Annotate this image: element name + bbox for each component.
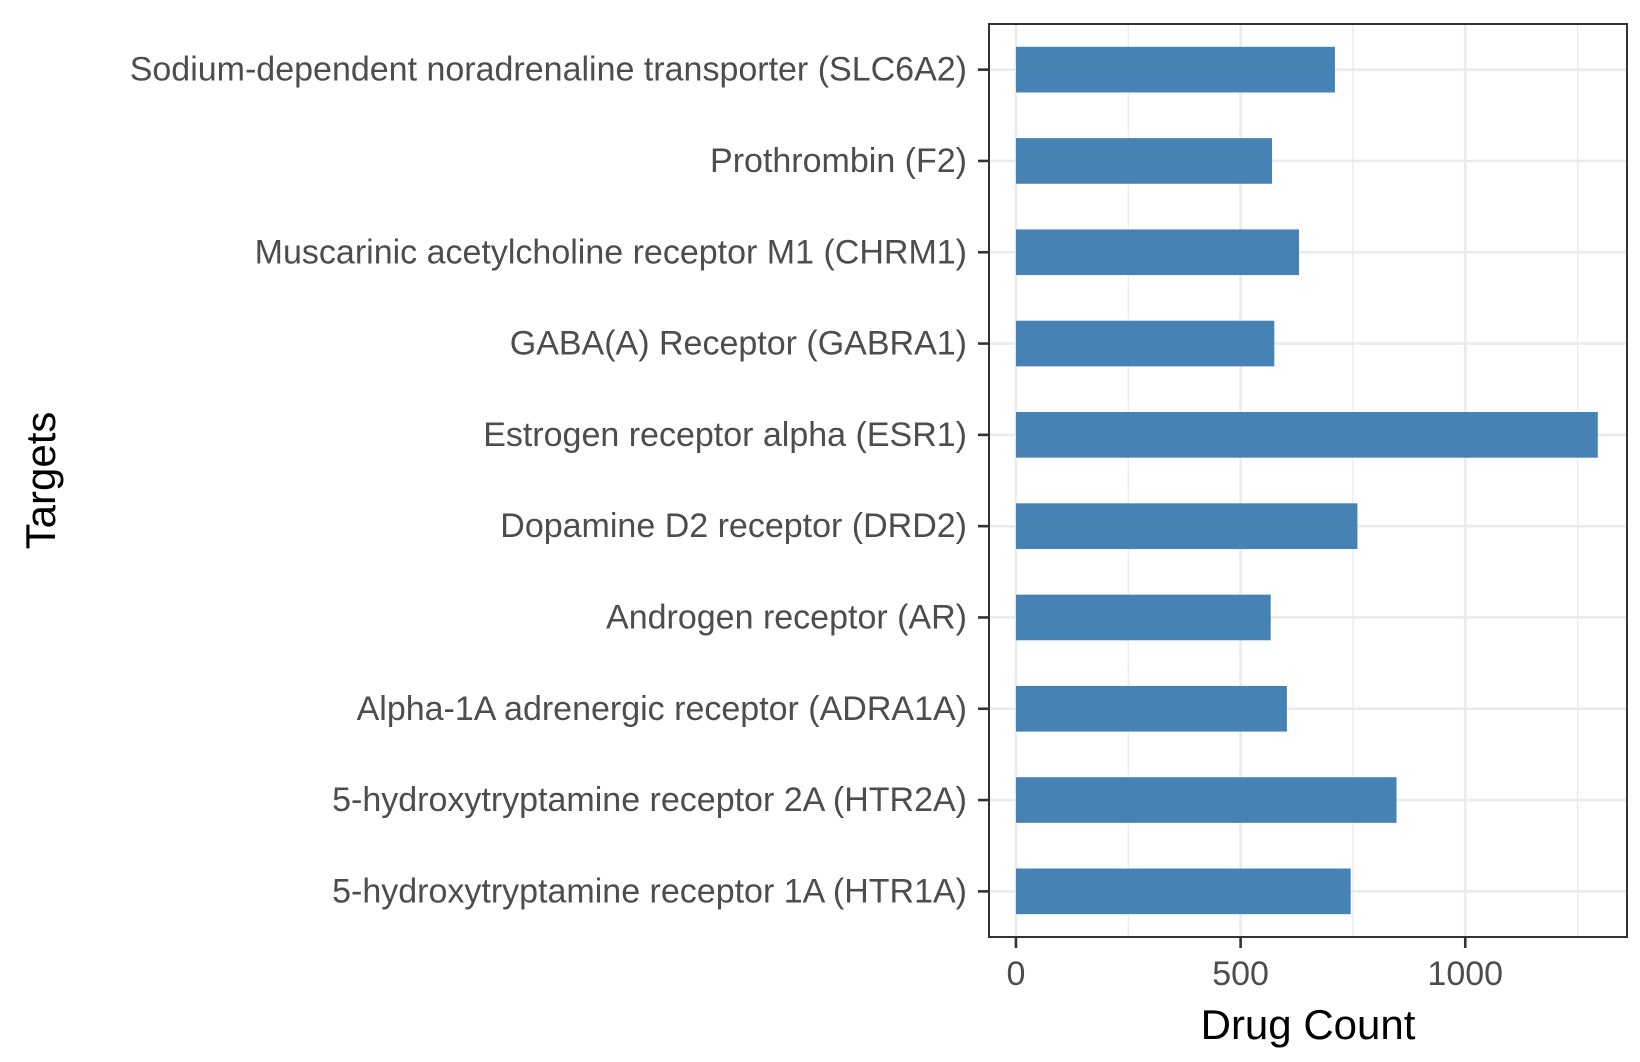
bars [1015, 46, 1598, 915]
x-tick-label: 0 [1006, 955, 1025, 993]
bar [1015, 46, 1335, 93]
y-tick-label: Dopamine D2 receptor (DRD2) [500, 507, 967, 545]
x-axis-title: Drug Count [1201, 1001, 1416, 1048]
bar [1015, 229, 1300, 276]
x-tick-label: 500 [1212, 955, 1269, 993]
plot-panel [988, 23, 1628, 938]
bar [1015, 868, 1351, 915]
x-tick-label: 1000 [1427, 955, 1503, 993]
y-axis-title: Targets [17, 412, 64, 550]
bar [1015, 503, 1358, 549]
bar [1015, 685, 1287, 732]
y-tick-label: 5-hydroxytryptamine receptor 1A (HTR1A) [332, 872, 967, 910]
y-tick-label: GABA(A) Receptor (GABRA1) [510, 325, 967, 363]
y-tick-label: Estrogen receptor alpha (ESR1) [483, 416, 967, 454]
y-tick-label: Prothrombin (F2) [710, 142, 967, 180]
bar [1015, 777, 1397, 823]
x-axis: 0 500 1000 [1006, 937, 1503, 993]
y-tick-label: Muscarinic acetylcholine receptor M1 (CH… [255, 233, 967, 271]
y-tick-label: Androgen receptor (AR) [606, 598, 967, 636]
panel-border [988, 23, 1628, 938]
y-tick-label: Alpha-1A adrenergic receptor (ADRA1A) [357, 690, 967, 728]
bar [1015, 412, 1598, 458]
y-axis: Sodium-dependent noradrenaline transport… [130, 51, 989, 910]
bar [1015, 138, 1273, 184]
bar [1015, 594, 1271, 641]
y-tick-label: Sodium-dependent noradrenaline transport… [130, 51, 967, 89]
y-tick-label: 5-hydroxytryptamine receptor 2A (HTR2A) [332, 781, 967, 819]
bar [1015, 320, 1275, 367]
